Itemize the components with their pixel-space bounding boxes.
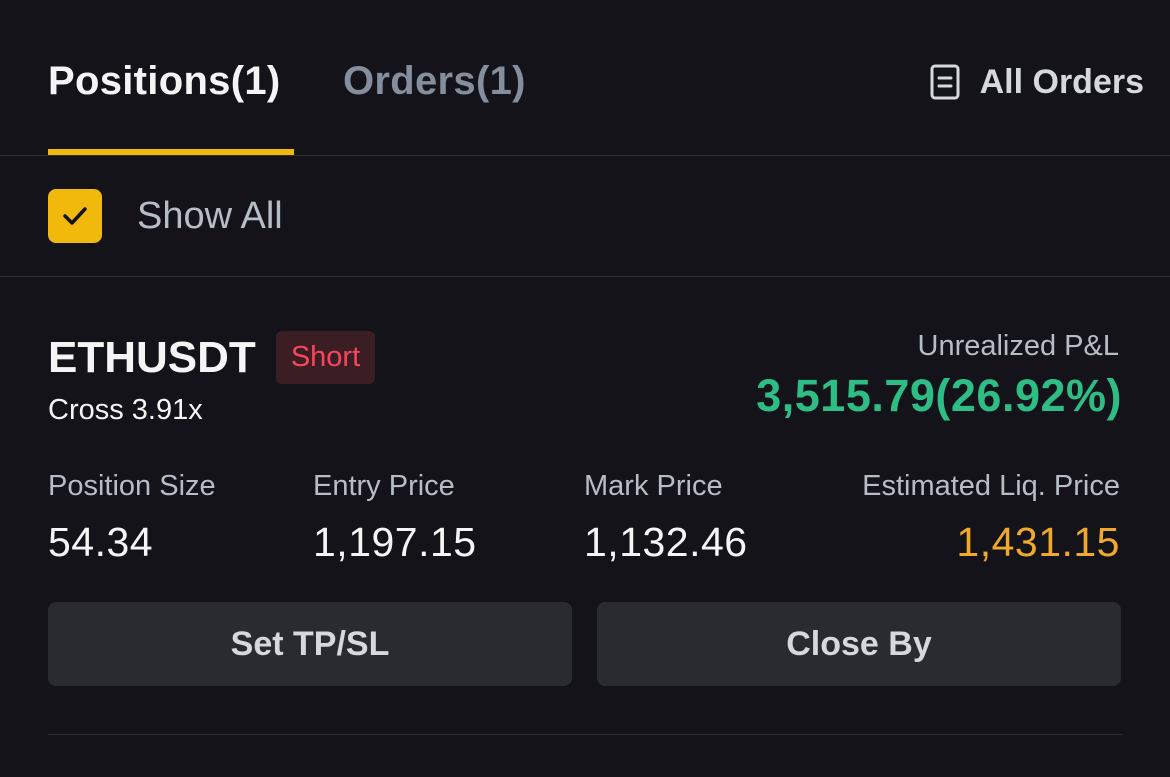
show-all-label[interactable]: Show All <box>137 195 283 237</box>
tab-orders[interactable]: Orders(1) <box>343 59 526 103</box>
tab-positions[interactable]: Positions(1) <box>48 59 281 103</box>
stat-label: Estimated Liq. Price <box>862 470 1120 502</box>
stat-estimated-liq-price: Estimated Liq. Price 1,431.15 <box>862 468 1120 566</box>
stat-value: 1,197.15 <box>313 519 477 565</box>
all-orders-button[interactable]: All Orders <box>930 62 1144 102</box>
stat-label: Position Size <box>48 470 216 502</box>
show-all-row: Show All <box>0 156 1170 277</box>
position-side-badge: Short <box>276 331 375 384</box>
document-list-icon <box>930 64 960 100</box>
stat-entry-price: Entry Price 1,197.15 <box>313 468 477 566</box>
position-symbol[interactable]: ETHUSDT <box>48 333 256 382</box>
active-tab-indicator <box>48 149 294 155</box>
stat-value: 1,132.46 <box>584 519 748 565</box>
stat-label: Mark Price <box>584 470 723 502</box>
margin-mode-leverage[interactable]: Cross 3.91x <box>48 394 203 426</box>
stat-value: 54.34 <box>48 519 154 565</box>
divider <box>48 734 1122 735</box>
show-all-checkbox[interactable] <box>48 189 102 243</box>
set-tp-sl-button[interactable]: Set TP/SL <box>48 602 572 686</box>
close-by-button[interactable]: Close By <box>597 602 1121 686</box>
checkmark-icon <box>63 207 87 225</box>
stat-mark-price: Mark Price 1,132.46 <box>584 468 748 566</box>
tabs-header: Positions(1) Orders(1) All Orders <box>0 0 1170 156</box>
stat-value: 1,431.15 <box>956 519 1120 565</box>
unrealized-pnl-value: 3,515.79(26.92%) <box>756 370 1122 421</box>
stat-position-size: Position Size 54.34 <box>48 468 216 566</box>
unrealized-pnl-label: Unrealized P&L <box>917 330 1120 362</box>
stat-label: Entry Price <box>313 470 455 502</box>
all-orders-label: All Orders <box>979 63 1144 101</box>
